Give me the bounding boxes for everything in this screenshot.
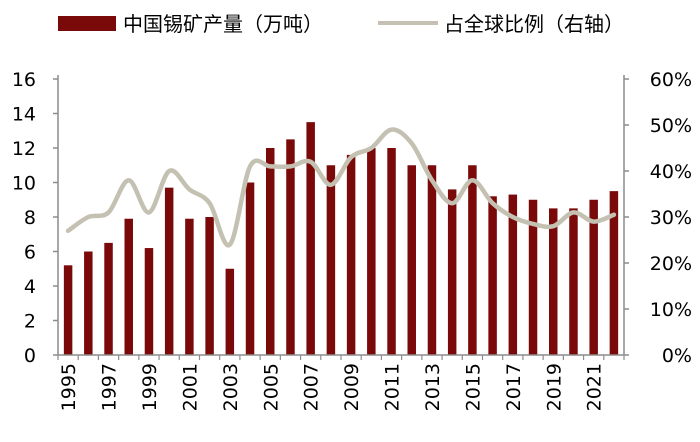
x-tick-label: 2005 <box>260 363 282 411</box>
x-tick-label: 2015 <box>462 363 484 411</box>
bar-2015 <box>468 165 477 355</box>
left-tick-label: 4 <box>24 276 36 298</box>
right-tick-label: 0% <box>662 345 692 367</box>
axes <box>57 75 625 356</box>
share-line <box>65 127 617 248</box>
bar-1995 <box>63 265 73 355</box>
bar-2002 <box>205 217 214 355</box>
bar-2004 <box>245 182 255 355</box>
bar-2016 <box>488 196 497 355</box>
bar-2000 <box>164 187 174 355</box>
bar-2007 <box>306 122 315 356</box>
bar-2001 <box>185 218 194 355</box>
legend-line-label: 占全球比例（右轴） <box>444 12 624 36</box>
bar-1999 <box>144 248 154 355</box>
x-tick-label: 2021 <box>584 363 606 411</box>
bars <box>63 122 619 356</box>
legend: 中国锡矿产量（万吨） 占全球比例（右轴） <box>58 12 624 36</box>
right-tick-label: 40% <box>650 161 692 183</box>
bar-2013 <box>427 165 437 355</box>
right-tick-label: 30% <box>650 207 692 229</box>
x-tick-label: 2001 <box>179 363 201 411</box>
x-tick-label: 1999 <box>139 363 161 411</box>
bar-2020 <box>569 208 578 356</box>
bar-2022 <box>609 191 619 356</box>
x-tick-label: 2011 <box>382 363 404 411</box>
x-tick-label: 1997 <box>99 363 121 411</box>
bar-2008 <box>326 165 336 355</box>
bar-2017 <box>508 194 518 355</box>
bar-2003 <box>225 268 235 355</box>
x-ticks: 1995 1997 1999 2001 2003 2005 2007 2009 2011 2013… <box>57 355 625 411</box>
right-tick-label: 20% <box>650 253 692 275</box>
x-tick-label: 2009 <box>341 363 363 411</box>
left-tick-label: 16 <box>12 69 36 91</box>
right-tick-label: 60% <box>650 69 692 91</box>
left-ticks: 0 2 4 6 8 10 12 14 16 <box>12 69 58 367</box>
bar-1998 <box>124 218 133 355</box>
line-layer <box>65 127 617 248</box>
left-tick-label: 12 <box>12 138 36 160</box>
x-tick-label: 2007 <box>301 363 323 411</box>
left-tick-label: 6 <box>24 242 36 264</box>
x-tick-label: 1995 <box>58 363 80 411</box>
right-tick-label: 50% <box>650 115 692 137</box>
left-tick-label: 0 <box>24 345 36 367</box>
bar-2006 <box>286 139 295 356</box>
legend-bar-swatch <box>58 16 116 31</box>
right-tick-label: 10% <box>650 299 692 321</box>
bar-2018 <box>528 199 538 355</box>
x-tick-label: 2003 <box>220 363 242 411</box>
bar-1997 <box>104 242 113 356</box>
x-tick-label: 2013 <box>422 363 444 411</box>
bar-2009 <box>346 154 356 355</box>
x-tick-label: 2017 <box>503 363 525 411</box>
bar-2019 <box>549 208 558 356</box>
right-ticks: 0% 10% 20% 30% 40% 50% 60% <box>624 69 692 367</box>
bar-2014 <box>447 189 457 355</box>
bar-2012 <box>407 165 416 355</box>
bar-2010 <box>367 148 376 355</box>
bar-2011 <box>387 148 396 355</box>
bar-1996 <box>84 251 93 355</box>
left-tick-label: 14 <box>12 104 36 126</box>
left-tick-label: 2 <box>24 311 36 333</box>
x-tick-label: 2019 <box>543 363 565 411</box>
bar-2005 <box>266 148 275 355</box>
legend-bar-label: 中国锡矿产量（万吨） <box>123 12 323 36</box>
left-tick-label: 8 <box>24 207 36 229</box>
bar-2021 <box>589 199 598 355</box>
left-tick-label: 10 <box>12 173 36 195</box>
